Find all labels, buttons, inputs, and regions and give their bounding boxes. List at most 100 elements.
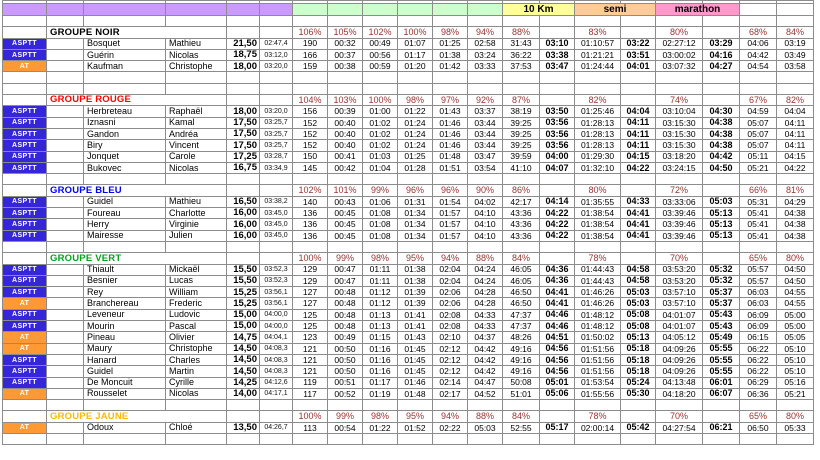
pace-cell-empty (259, 184, 293, 197)
athlete-row: ASPTT De Moncuit Cyrille 14,25 04:12,6 119 00:… (2, 376, 814, 389)
pace-value: 05:18 (620, 365, 656, 378)
time-value: 03:53:20 (655, 263, 703, 276)
time-value: 01:43 (432, 105, 468, 118)
blank-cell (655, 432, 703, 446)
time-value: 01:48:12 (574, 320, 621, 333)
blank-cell (776, 82, 814, 96)
percent-cell (702, 410, 740, 423)
blank-cell (574, 173, 621, 186)
blank-cell (467, 71, 503, 84)
time-value: 04:11 (776, 116, 814, 129)
athlete-row: ASPTT Thiault Mickaël 15,50 03:52,3 129 00:47 0… (2, 263, 814, 276)
blank-cell (655, 240, 703, 254)
blank-cell (574, 432, 621, 446)
blank-cell (165, 399, 227, 412)
last-name: Besnier (83, 274, 166, 288)
time-value: 190 (292, 37, 328, 50)
first-name: Christophe (165, 60, 227, 73)
athlete-row: ASPTT Hanard Charles 14,50 04:08,3 121 00:50 01… (2, 353, 814, 367)
time-value: 01:51:56 (574, 353, 621, 367)
athlete-row: ASPTT Mourin Pascal 15,00 04:00,0 125 00:48 01:… (2, 320, 814, 333)
pace-value: 03:50 (539, 105, 575, 118)
spacer-cell (46, 274, 84, 288)
time-value: 129 (292, 263, 328, 276)
time-value: 00:32 (327, 37, 363, 50)
pace-value: 05:17 (539, 421, 575, 434)
pace-value: 05:03 (620, 286, 656, 299)
time-value: 38:19 (502, 105, 540, 118)
group-name: GROUPE NOIR (46, 26, 227, 39)
time-value: 04:52 (467, 387, 503, 401)
spacer-cell (46, 116, 84, 129)
blank-cell (467, 173, 503, 186)
last-name: Mourin (83, 320, 166, 333)
blank-cell (655, 14, 703, 28)
last-name: Maury (83, 342, 166, 355)
last-name: Bukovec (83, 161, 166, 175)
time-value: 01:17 (397, 48, 433, 62)
percent-cell: 100% (292, 252, 328, 265)
time-value: 01:46 (432, 116, 468, 129)
percent-cell (620, 26, 656, 39)
pace-value: 04:22 (620, 161, 656, 175)
time-value: 00:45 (327, 207, 363, 220)
time-value: 04:42 (467, 365, 503, 378)
time-value: 05:03 (467, 421, 503, 434)
blank-cell (259, 240, 293, 254)
time-value: 01:48:12 (574, 308, 621, 322)
time-value: 113 (292, 421, 328, 434)
time-value: 03:24 (467, 48, 503, 62)
time-value: 159 (292, 60, 328, 73)
blank-cell (432, 71, 468, 84)
pace-value: 05:13 (702, 218, 740, 231)
time-value: 06:29 (739, 376, 777, 389)
spacer-row (2, 71, 814, 84)
percent-cell: 80% (776, 252, 814, 265)
time-value: 46:05 (502, 274, 540, 288)
time-value: 01:39 (397, 286, 433, 299)
time-value: 00:48 (327, 320, 363, 333)
pace-value: 05:55 (702, 365, 740, 378)
time-value: 04:05:12 (655, 331, 703, 344)
time-value: 01:02 (362, 116, 398, 129)
blank-cell (362, 173, 398, 186)
blank-cell (362, 14, 398, 28)
pace-value: 05:13 (702, 207, 740, 220)
blank-cell (83, 82, 166, 96)
pace-value: 04:38 (702, 116, 740, 129)
percent-cell: 92% (467, 94, 503, 107)
blank-cell (574, 71, 621, 84)
pace-value: 05:32 (702, 263, 740, 276)
time-value: 01:13 (362, 308, 398, 322)
time-value: 03:18:20 (655, 150, 703, 163)
time-value: 42:17 (502, 195, 540, 209)
percent-cell: 80% (655, 26, 703, 39)
blank-cell (226, 399, 260, 412)
time-value: 156 (292, 105, 328, 118)
percent-cell: 98% (432, 26, 468, 39)
time-value: 00:48 (327, 286, 363, 299)
band-cell (327, 3, 363, 16)
time-value: 01:22 (362, 421, 398, 434)
time-value: 03:19 (776, 37, 814, 50)
group-header-row: GROUPE BLEU 102% 101% 99% 96% 96% 90% 86% 80% 72%… (2, 184, 814, 197)
blank-cell (292, 432, 328, 446)
time-value: 01:24 (397, 127, 433, 141)
blank-cell (539, 71, 575, 84)
time-value: 00:50 (327, 365, 363, 378)
pace-value: 05:55 (702, 342, 740, 355)
time-value: 04:38 (776, 229, 814, 242)
percent-cell: 80% (574, 184, 621, 197)
pace-value: 05:32 (702, 274, 740, 288)
pace-value: 05:01 (539, 376, 575, 389)
time-value: 01:38:54 (574, 207, 621, 220)
band-cell (362, 3, 398, 16)
blank-cell (467, 399, 503, 412)
percent-cell (620, 184, 656, 197)
blank-cell (502, 14, 540, 28)
time-value: 00:47 (327, 263, 363, 276)
time-value: 04:09:26 (655, 342, 703, 355)
pace-value: 03:56 (539, 127, 575, 141)
blank-cell (259, 173, 293, 186)
time-value: 04:02 (467, 195, 503, 209)
